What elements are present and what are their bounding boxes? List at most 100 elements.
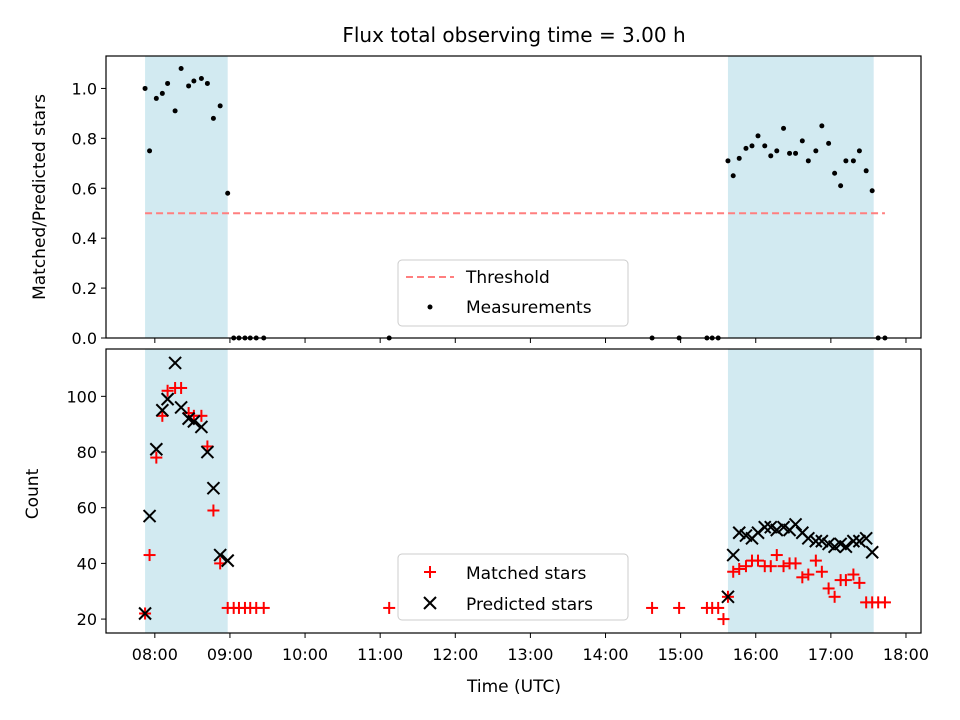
predicted-star-point	[155, 403, 170, 417]
measurement-point	[749, 143, 755, 149]
matched-star-point	[161, 384, 174, 397]
y-tick-label: 0.4	[72, 229, 97, 248]
y-tick-label: 60	[77, 499, 97, 518]
measurement-point	[186, 83, 192, 89]
matched-star-point	[143, 549, 156, 562]
matched-star-point	[809, 554, 822, 567]
x-tick-label: 17:00	[808, 645, 854, 664]
matched-star-point	[764, 560, 777, 573]
predicted-star-point	[174, 400, 188, 415]
y-tick-label: 20	[77, 610, 97, 629]
x-tick-label: 16:00	[733, 645, 779, 664]
measurement-point	[217, 103, 223, 109]
measurement-point	[869, 188, 875, 194]
measurement-point	[813, 148, 819, 154]
legend-label-threshold: Threshold	[465, 268, 550, 288]
count-y-axis-label: Count	[23, 468, 43, 519]
matched-star-point	[828, 590, 841, 603]
x-tick-label: 11:00	[357, 645, 403, 664]
y-tick-label: 80	[77, 443, 97, 462]
observing-window	[145, 349, 228, 633]
measurement-point	[142, 85, 148, 91]
matched-star-point	[195, 409, 208, 422]
predicted-star-point	[815, 534, 829, 548]
observing-window	[145, 56, 228, 338]
measurement-point	[787, 150, 793, 156]
measurement-point	[198, 75, 204, 81]
predicted-stars-legend-swatch	[423, 596, 437, 610]
ratio-panel-frame	[105, 55, 922, 339]
matched-star-point	[853, 576, 866, 589]
matched-star-point	[156, 409, 169, 422]
matched-star-point	[847, 568, 860, 581]
predicted-star-point	[839, 539, 853, 554]
matched-star-point	[822, 582, 835, 595]
y-tick-label: 1.0	[72, 79, 97, 98]
count-panel-frame	[105, 348, 922, 634]
measurement-point	[153, 95, 159, 101]
measurement-point	[725, 158, 731, 164]
predicted-star-point	[200, 445, 215, 459]
measurement-point	[210, 115, 216, 121]
x-tick-label: 08:00	[132, 645, 178, 664]
measurement-point	[826, 140, 832, 146]
x-tick-label: 15:00	[658, 645, 704, 664]
matched-star-point	[257, 601, 270, 614]
matched-star-point	[383, 601, 396, 614]
measurement-point	[736, 155, 742, 161]
legend-label-measurements: Measurements	[466, 298, 592, 318]
predicted-star-point	[846, 534, 861, 548]
observing-window	[727, 56, 874, 338]
predicted-star-point	[213, 548, 227, 562]
y-tick-label: 0.6	[72, 179, 97, 198]
legend-label-predicted-stars: Predicted stars	[466, 595, 593, 615]
y-tick-label: 40	[77, 554, 97, 573]
predicted-star-point	[852, 534, 867, 548]
chart-title: Flux total observing time = 3.00 h	[342, 23, 685, 47]
matched-star-point	[802, 568, 815, 581]
predicted-star-point	[168, 356, 182, 370]
measurement-point	[768, 153, 774, 159]
measurement-point	[838, 183, 844, 189]
predicted-star-point	[149, 442, 164, 456]
measurement-point	[755, 133, 761, 139]
predicted-star-point	[138, 606, 152, 621]
matched-star-point	[646, 601, 659, 614]
measurement-point	[863, 168, 869, 174]
measurement-point	[762, 143, 768, 149]
measurement-point	[178, 65, 184, 71]
matched-star-point	[717, 613, 730, 626]
x-tick-label: 18:00	[883, 645, 929, 664]
predicted-star-point	[721, 590, 735, 604]
x-tick-label: 14:00	[582, 645, 628, 664]
matched-star-point	[733, 562, 746, 575]
matched-star-point	[727, 565, 740, 578]
measurement-point	[172, 108, 178, 114]
measurement-point	[165, 80, 171, 86]
predicted-star-point	[865, 545, 879, 559]
measurement-point	[159, 90, 165, 96]
matched-star-point	[712, 601, 725, 614]
predicted-star-point	[142, 509, 157, 523]
predicted-star-point	[770, 523, 784, 537]
measurement-point	[225, 190, 231, 196]
matched-stars-legend-swatch	[424, 566, 436, 578]
matched-star-point	[839, 574, 852, 587]
measurement-point	[805, 158, 811, 164]
count-legend: Matched stars Predicted stars	[397, 553, 629, 621]
predicted-star-point	[194, 420, 209, 434]
matched-star-point	[796, 571, 809, 584]
x-axis-label: Time (UTC)	[466, 677, 561, 697]
measurement-point	[774, 148, 780, 154]
predicted-star-point	[206, 481, 221, 495]
measurement-point	[147, 148, 153, 154]
ratio-panel: 0.0 0.2 0.4 0.6 0.8 1.0 Matched/Predicted sta…	[30, 55, 922, 348]
measurement-point	[832, 170, 838, 176]
predicted-star-point	[809, 534, 823, 548]
predicted-star-point	[726, 548, 740, 562]
measurement-point	[743, 145, 749, 151]
ratio-legend: Threshold Measurements	[397, 259, 629, 327]
measurements-legend-swatch	[427, 304, 433, 310]
matched-star-point	[739, 560, 752, 573]
